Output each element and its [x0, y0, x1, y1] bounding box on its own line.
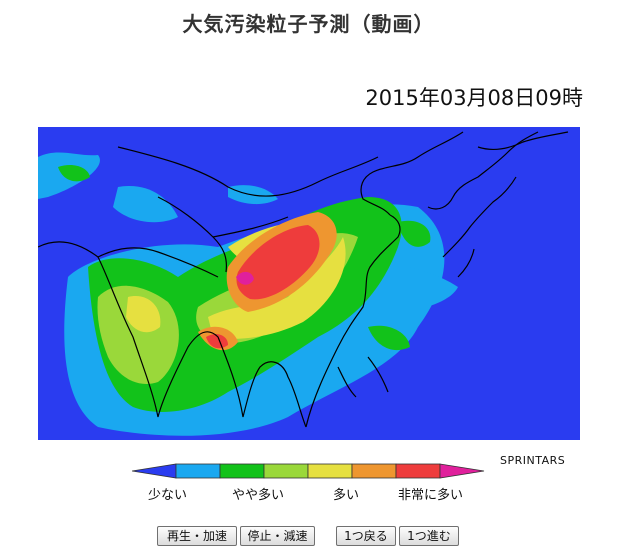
- page-title: 大気汚染粒子予測（動画）: [182, 12, 435, 36]
- forecast-map: [38, 127, 580, 440]
- concentration-layer-magenta: [236, 271, 254, 285]
- legend-arrow-high: [439, 463, 485, 479]
- legend-swatch-green: [219, 463, 265, 479]
- legend-label-somewhat-high: やや多い: [232, 488, 285, 503]
- legend-swatch-yellow: [307, 463, 353, 479]
- concentration-legend: [131, 461, 488, 485]
- legend-label-high: 多い: [333, 488, 360, 503]
- legend-swatch-light-blue: [175, 463, 221, 479]
- step-back-button[interactable]: 1つ戻る: [336, 526, 396, 546]
- model-credit: SPRINTARS: [500, 454, 566, 467]
- legend-arrow-low: [131, 463, 177, 479]
- legend-color-bar: [131, 463, 485, 479]
- pollution-map-image: [38, 127, 580, 440]
- stop-decelerate-button[interactable]: 停止・減速: [240, 526, 315, 546]
- coastlines-and-borders: [38, 131, 569, 428]
- legend-label-very-high: 非常に多い: [398, 488, 464, 503]
- legend-swatch-yellow-green: [263, 463, 309, 479]
- legend-swatch-orange: [351, 463, 397, 479]
- concentration-layer-red: [206, 225, 320, 349]
- forecast-timestamp: 2015年03月08日09時: [365, 86, 583, 110]
- legend-label-low: 少ない: [148, 488, 188, 503]
- play-accelerate-button[interactable]: 再生・加速: [157, 526, 237, 546]
- legend-swatch-red: [395, 463, 441, 479]
- step-forward-button[interactable]: 1つ進む: [399, 526, 459, 546]
